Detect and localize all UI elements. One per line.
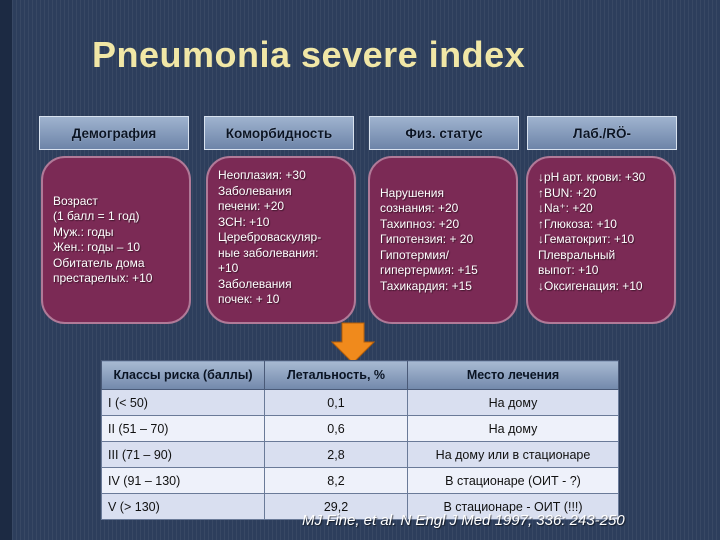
column-header-treatment-site: Место лечения — [407, 360, 619, 390]
criteria-line: Цереброваскуляр- — [218, 230, 322, 244]
left-accent-bar — [0, 0, 12, 540]
table-row: III (71 – 90) 2,8 На дому или в стациона… — [101, 441, 619, 468]
cell-treatment-site: На дому — [407, 415, 619, 442]
table-header-row: Классы риска (баллы) Летальность, % Мест… — [101, 360, 619, 390]
criteria-line: печени: +20 — [218, 199, 285, 213]
cell-treatment-site: В стационаре - ОИТ (!!!) — [407, 493, 619, 520]
category-header-lab: Лаб./RÖ- — [527, 116, 677, 150]
criteria-line: Обитатель дома — [53, 255, 145, 270]
category-header-physical-status: Физ. статус — [369, 116, 519, 150]
criteria-line: Тахикардия: +15 — [380, 278, 472, 293]
column-header-mortality: Летальность, % — [264, 360, 408, 390]
citation: MJ Fine, et al. N Engl J Med 1997; 336: … — [302, 512, 625, 529]
page-title: Pneumonia severe index — [92, 34, 526, 75]
cell-risk-class: IV (91 – 130) — [101, 467, 265, 494]
criteria-line: Заболевания — [218, 276, 292, 291]
criteria-line: Жен.: годы – 10 — [53, 240, 141, 254]
criteria-line: гипертермия: +15 — [380, 263, 478, 278]
table-row: I (< 50) 0,1 На дому — [101, 389, 619, 416]
cell-mortality: 0,1 — [264, 389, 408, 416]
down-arrow-icon — [331, 322, 375, 364]
criteria-line: ↓Гематокрит: +10 — [538, 232, 635, 246]
criteria-line: сознания: +20 — [380, 201, 459, 216]
criteria-line: ↓Na⁺: +20 — [538, 201, 593, 215]
cell-mortality: 8,2 — [264, 467, 408, 494]
criteria-line: ↑BUN: +20 — [538, 185, 597, 200]
category-header-demography: Демография — [39, 116, 189, 150]
criteria-line: престарелых: +10 — [53, 271, 153, 285]
criteria-line: почек: + 10 — [218, 292, 280, 306]
cell-mortality: 0,6 — [264, 415, 408, 442]
criteria-line: Заболевания — [218, 183, 292, 198]
category-header-comorbidity: Коморбидность — [204, 116, 354, 150]
criteria-line: Возраст — [53, 193, 98, 208]
column-header-risk-class: Классы риска (баллы) — [101, 360, 265, 390]
cell-treatment-site: На дому или в стационаре — [407, 441, 619, 468]
criteria-line: выпот: +10 — [538, 263, 599, 277]
table-row: II (51 – 70) 0,6 На дому — [101, 415, 619, 442]
criteria-line: Муж.: годы — [53, 224, 114, 239]
cell-treatment-site: В стационаре (ОИТ - ?) — [407, 467, 619, 494]
cell-risk-class: V (> 130) — [101, 493, 265, 520]
criteria-line: ные заболевания: — [218, 245, 319, 260]
criteria-box-demography: Возраст (1 балл = 1 год) Муж.: годы Жен.… — [41, 156, 191, 324]
criteria-box-physical-status: Нарушения сознания: +20 Тахипноэ: +20 Ги… — [368, 156, 518, 324]
cell-risk-class: I (< 50) — [101, 389, 265, 416]
risk-class-table: Классы риска (баллы) Летальность, % Мест… — [101, 360, 619, 520]
criteria-line: Неоплазия: +30 — [218, 168, 306, 182]
criteria-line: (1 балл = 1 год) — [53, 209, 140, 223]
criteria-box-comorbidity: Неоплазия: +30 Заболевания печени: +20 З… — [206, 156, 356, 324]
cell-treatment-site: На дому — [407, 389, 619, 416]
table-row: V (> 130) 29,2 В стационаре - ОИТ (!!!) — [101, 493, 619, 520]
criteria-line: ↑Глюкоза: +10 — [538, 216, 617, 231]
criteria-line: ЗСН: +10 — [218, 214, 270, 229]
criteria-line: Нарушения — [380, 185, 445, 200]
cell-risk-class: III (71 – 90) — [101, 441, 265, 468]
criteria-line: ↓рН арт. крови: +30 — [538, 170, 646, 184]
criteria-box-lab: ↓рН арт. крови: +30 ↑BUN: +20 ↓Na⁺: +20 … — [526, 156, 676, 324]
criteria-line: Гипотермия/ — [380, 247, 449, 262]
criteria-line: Плевральный — [538, 247, 616, 262]
cell-mortality: 2,8 — [264, 441, 408, 468]
criteria-line: Гипотензия: + 20 — [380, 232, 474, 247]
criteria-line: ↓Оксигенация: +10 — [538, 278, 643, 293]
criteria-line: +10 — [218, 261, 239, 275]
table-row: IV (91 – 130) 8,2 В стационаре (ОИТ - ?) — [101, 467, 619, 494]
criteria-line: Тахипноэ: +20 — [380, 216, 460, 231]
cell-risk-class: II (51 – 70) — [101, 415, 265, 442]
